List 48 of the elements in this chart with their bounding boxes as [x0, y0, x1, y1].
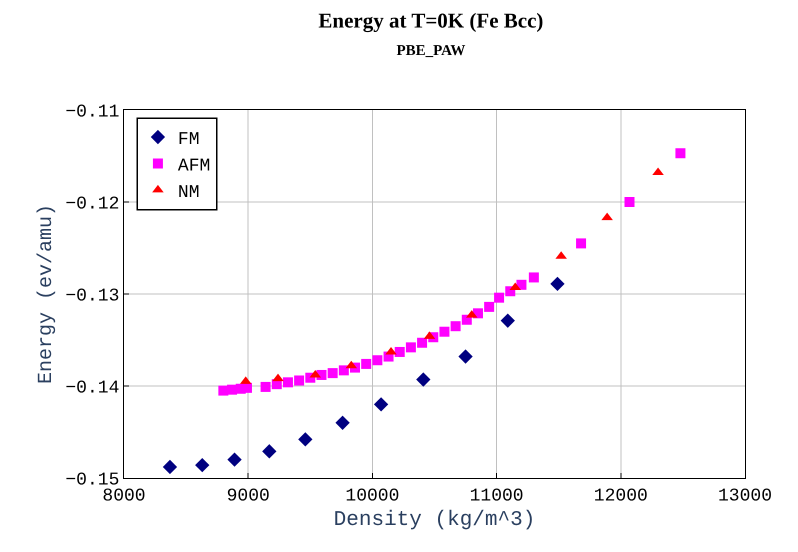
legend-label: AFM	[178, 156, 210, 176]
point	[282, 377, 293, 388]
point	[328, 368, 338, 378]
point	[361, 358, 372, 369]
y-tick-label: −0.11	[65, 102, 120, 122]
point	[576, 238, 586, 248]
point	[260, 382, 271, 392]
y-tick-label: −0.12	[65, 194, 120, 214]
chart-title: Energy at T=0K (Fe Bcc)	[318, 8, 544, 33]
point	[294, 375, 304, 386]
x-tick-label: 11000	[470, 486, 524, 507]
point	[417, 338, 428, 348]
point	[528, 272, 539, 282]
point	[439, 326, 450, 337]
point	[550, 276, 565, 292]
chart-subtitle: PBE_PAW	[396, 42, 466, 59]
x-tick-label: 12000	[594, 486, 648, 507]
point	[374, 397, 388, 412]
x-axis-title: Density (kg/m^3)	[334, 508, 536, 532]
x-tick-label: 10000	[345, 486, 400, 507]
point	[494, 292, 504, 303]
point	[227, 452, 242, 467]
point	[335, 416, 350, 430]
legend-label: FM	[178, 130, 200, 150]
point	[242, 382, 252, 393]
legend-label: NM	[178, 182, 200, 203]
point	[458, 349, 473, 364]
point	[484, 302, 494, 312]
point	[624, 197, 634, 207]
x-tick-label: 13000	[718, 486, 772, 507]
point	[500, 314, 515, 328]
point	[338, 365, 349, 376]
point	[262, 444, 276, 458]
point	[227, 384, 238, 395]
point	[416, 372, 430, 387]
x-tick-label: 8000	[102, 486, 146, 507]
point	[450, 321, 461, 332]
point	[298, 432, 312, 447]
point	[372, 355, 382, 366]
y-tick-label: −0.13	[65, 286, 120, 306]
y-tick-label: −0.14	[65, 378, 120, 398]
y-axis-title: Energy (ev/amu)	[34, 204, 58, 384]
point	[195, 458, 210, 472]
point	[675, 148, 686, 158]
point	[406, 342, 416, 352]
point	[162, 460, 178, 474]
x-tick-label: 9000	[226, 486, 270, 507]
point	[394, 346, 405, 357]
